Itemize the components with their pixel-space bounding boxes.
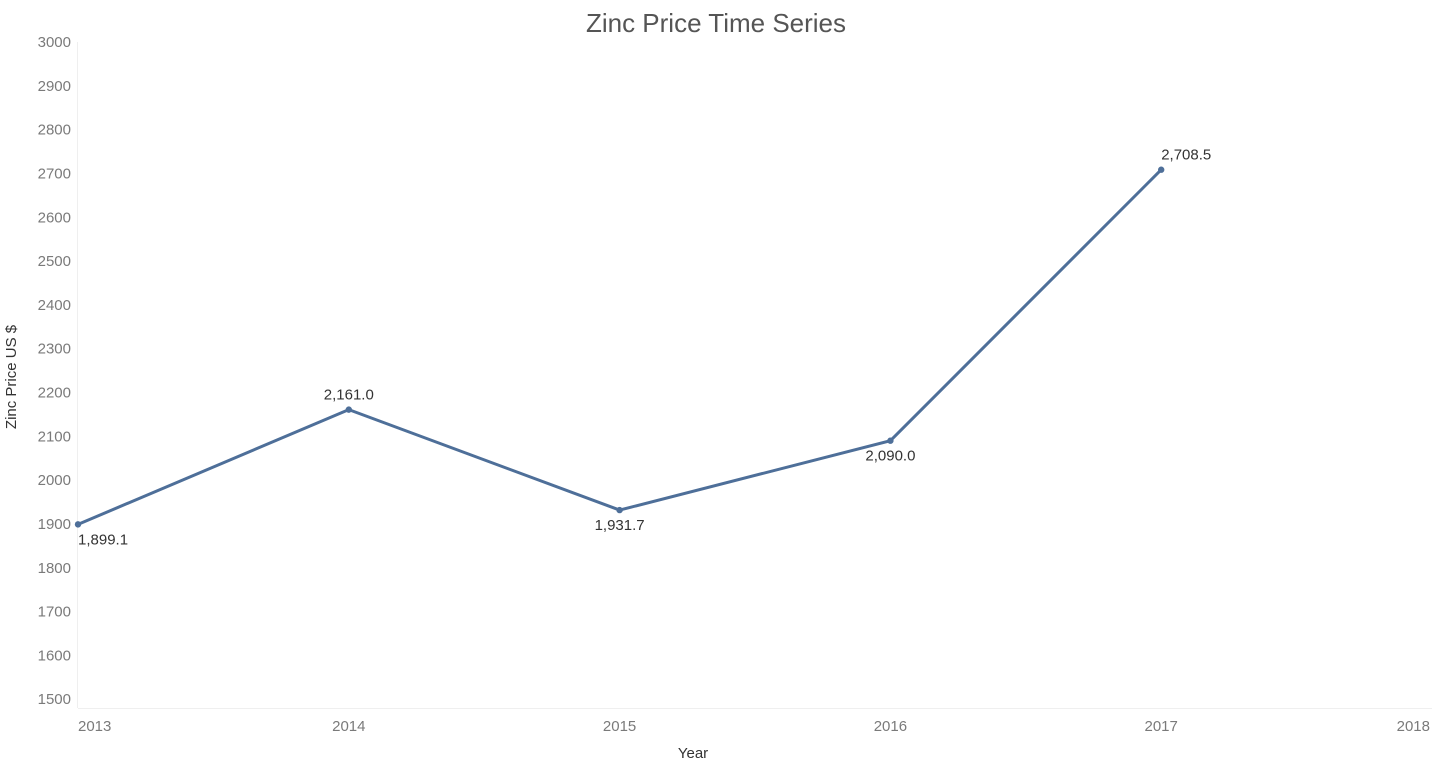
x-axis-title: Year — [678, 745, 708, 762]
series-group — [74, 166, 1165, 528]
x-tick-label: 2017 — [1145, 718, 1178, 735]
data-point[interactable] — [887, 437, 894, 444]
y-tick-label: 2000 — [38, 472, 71, 489]
data-point[interactable] — [616, 506, 623, 514]
y-axis-title: Zinc Price US $ — [3, 324, 20, 429]
y-tick-label: 2300 — [38, 341, 71, 358]
x-tick-label: 2014 — [332, 718, 365, 735]
y-tick-label: 2900 — [38, 78, 71, 95]
data-labels: 1,899.1 2,161.0 1,931.7 2,090.0 2,708.5 — [78, 147, 1211, 549]
y-axis-ticks: 1500 1600 1700 1800 1900 2000 2100 2200 2300 2400… — [38, 34, 71, 708]
y-tick-label: 2200 — [38, 385, 71, 402]
y-tick-label: 1800 — [38, 560, 71, 577]
data-label: 2,708.5 — [1161, 147, 1211, 164]
x-axis-ticks: 2013 2014 2015 2016 2017 2018 — [78, 718, 1430, 735]
data-point[interactable] — [345, 406, 352, 413]
y-tick-label: 3000 — [38, 34, 71, 51]
y-tick-label: 1500 — [38, 691, 71, 708]
y-tick-label: 1700 — [38, 604, 71, 621]
y-tick-label: 2800 — [38, 122, 71, 139]
y-tick-label: 1900 — [38, 516, 71, 533]
data-point[interactable] — [74, 521, 82, 528]
data-label: 2,090.0 — [865, 448, 915, 465]
y-tick-label: 2700 — [38, 165, 71, 182]
x-tick-label: 2015 — [603, 718, 636, 735]
series-line — [77, 168, 1163, 526]
data-point[interactable] — [1158, 166, 1165, 173]
chart-title: Zinc Price Time Series — [585, 8, 847, 38]
x-tick-label: 2016 — [874, 718, 907, 735]
y-tick-label: 2600 — [38, 209, 71, 226]
y-tick-label: 2500 — [38, 253, 71, 270]
y-tick-label: 1600 — [38, 647, 71, 664]
x-tick-label: 2018 — [1397, 718, 1430, 735]
data-label: 1,931.7 — [595, 517, 645, 534]
x-tick-label: 2013 — [78, 718, 111, 735]
data-label: 2,161.0 — [324, 387, 374, 404]
y-tick-label: 2400 — [38, 297, 71, 314]
y-tick-label: 2100 — [38, 428, 71, 445]
data-label: 1,899.1 — [78, 531, 128, 548]
